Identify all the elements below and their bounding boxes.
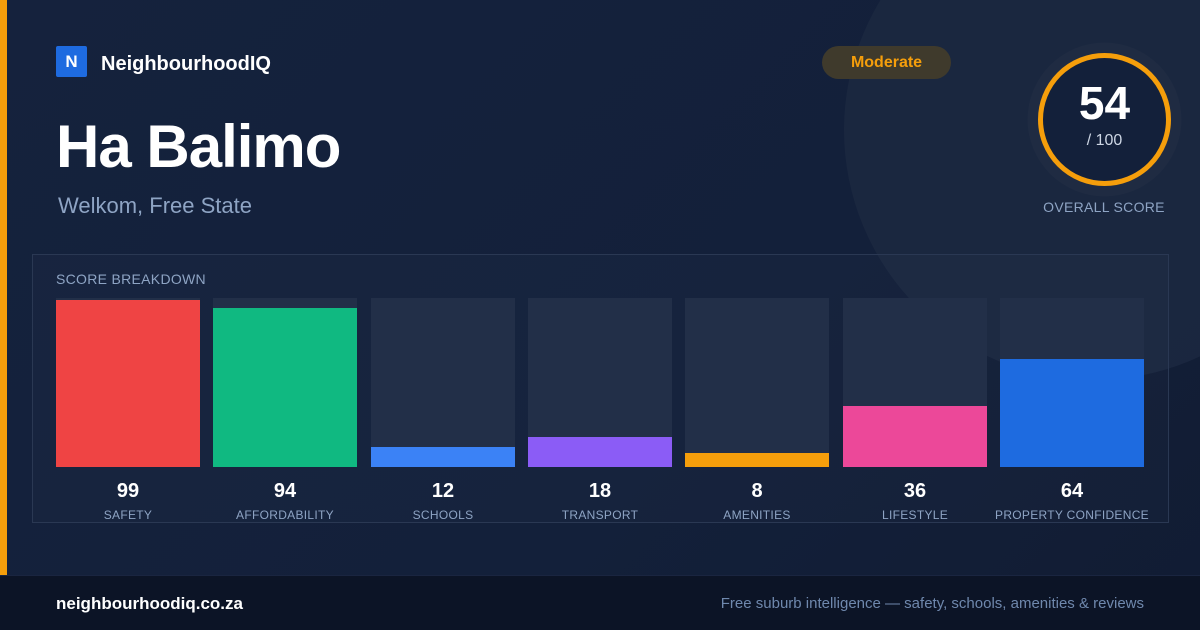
metric-schools: 12 SCHOOLS <box>371 298 515 522</box>
metric-amenities: 8 AMENITIES <box>685 298 829 522</box>
metric-value: 36 <box>903 480 927 502</box>
bar-fill <box>528 437 672 467</box>
metric-property-confidence: 64 PROPERTY CONFIDENCE <box>995 298 1149 522</box>
brand-name: NeighbourhoodIQ <box>101 53 271 75</box>
bar-track <box>56 298 200 467</box>
metric-label: SCHOOLS <box>412 508 474 522</box>
metric-label: TRANSPORT <box>561 508 639 522</box>
metric-label: PROPERTY CONFIDENCE <box>995 508 1149 522</box>
metric-label: SAFETY <box>103 508 153 522</box>
score-breakdown-panel <box>32 254 1169 523</box>
metric-value: 94 <box>273 480 297 502</box>
metric-safety: 99 SAFETY <box>56 298 200 522</box>
overall-score-value: 54 <box>1078 77 1131 129</box>
bar-fill <box>371 447 515 467</box>
metric-label: LIFESTYLE <box>881 508 949 522</box>
bar-fill <box>843 406 987 467</box>
metric-value: 12 <box>431 480 455 502</box>
overall-score-max: / 100 <box>1086 132 1123 149</box>
suburb-location: Welkom, Free State <box>58 193 252 218</box>
accent-stripe <box>0 0 7 575</box>
metric-value: 8 <box>751 480 763 502</box>
bar-track <box>213 298 357 467</box>
overall-score-ring: 54 / 100 <box>1027 42 1182 197</box>
metric-transport: 18 TRANSPORT <box>528 298 672 522</box>
bar-track <box>843 298 987 467</box>
metric-affordability: 94 AFFORDABILITY <box>213 298 357 522</box>
metric-label: AFFORDABILITY <box>236 508 334 522</box>
bar-fill <box>685 453 829 467</box>
metric-value: 64 <box>1060 480 1084 502</box>
footer-domain-link[interactable]: neighbourhoodiq.co.za <box>56 594 243 613</box>
metric-label: AMENITIES <box>723 508 791 522</box>
overall-score-caption: OVERALL SCORE <box>1043 199 1165 215</box>
bar-track <box>371 298 515 467</box>
bar-fill <box>1000 359 1144 467</box>
score-breakdown-title: SCORE BREAKDOWN <box>56 271 206 287</box>
brand[interactable]: N NeighbourhoodIQ <box>56 46 271 77</box>
bar-track <box>685 298 829 467</box>
brand-logo-icon: N <box>56 46 87 77</box>
footer: neighbourhoodiq.co.za Free suburb intell… <box>0 575 1200 630</box>
metric-lifestyle: 36 LIFESTYLE <box>843 298 987 522</box>
rating-badge: Moderate <box>822 46 951 79</box>
suburb-title: Ha Balimo <box>56 113 341 180</box>
score-ring-arc <box>1038 53 1171 186</box>
metric-value: 99 <box>116 480 140 502</box>
bar-fill <box>56 300 200 467</box>
bar-track <box>1000 298 1144 467</box>
footer-tagline: Free suburb intelligence — safety, schoo… <box>720 595 1144 612</box>
metric-value: 18 <box>588 480 612 502</box>
score-ring-graphic <box>1027 42 1182 197</box>
bar-track <box>528 298 672 467</box>
bar-fill <box>213 308 357 467</box>
